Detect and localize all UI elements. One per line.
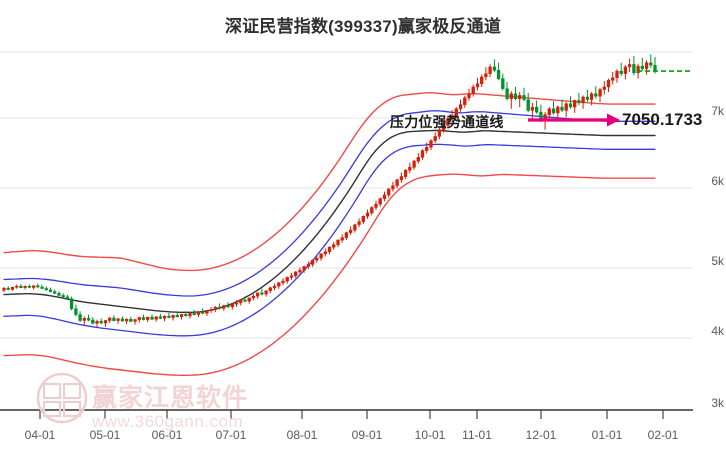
x-axis-tick-05-01: 05-01 (89, 428, 121, 442)
y-axis-tick-6k: 6k (711, 174, 724, 188)
candlestick-series (2, 54, 657, 328)
x-axis-tick-10-01: 10-01 (414, 428, 446, 442)
last-price-value: 7050.1733 (622, 110, 703, 129)
gridlines (0, 51, 693, 339)
page-title: 深证民营指数(399337)赢家极反通道 (224, 17, 502, 36)
x-axis-tick-06-01: 06-01 (151, 428, 183, 442)
x-axis-tick-08-01: 08-01 (286, 428, 318, 442)
x-axis-tick-11-01: 11-01 (462, 428, 492, 442)
x-axis-tick-04-01: 04-01 (24, 428, 56, 442)
axis-lines (0, 409, 693, 419)
x-axis-tick-01-01: 01-01 (591, 428, 623, 442)
x-axis-tick-02-01: 02-01 (647, 428, 679, 442)
channel-bands (3, 91, 656, 376)
y-axis-tick-3k: 3k (711, 396, 724, 410)
x-axis-tick-07-01: 07-01 (215, 428, 247, 442)
resistance-line-label: 压力位强势通道线 (390, 114, 504, 130)
y-axis-tick-4k: 4k (711, 324, 724, 338)
y-axis-tick-5k: 5k (711, 254, 724, 268)
x-axis-tick-09-01: 09-01 (351, 428, 383, 442)
y-axis-tick-7k: 7k (711, 104, 724, 118)
x-axis-tick-12-01: 12-01 (525, 428, 557, 442)
